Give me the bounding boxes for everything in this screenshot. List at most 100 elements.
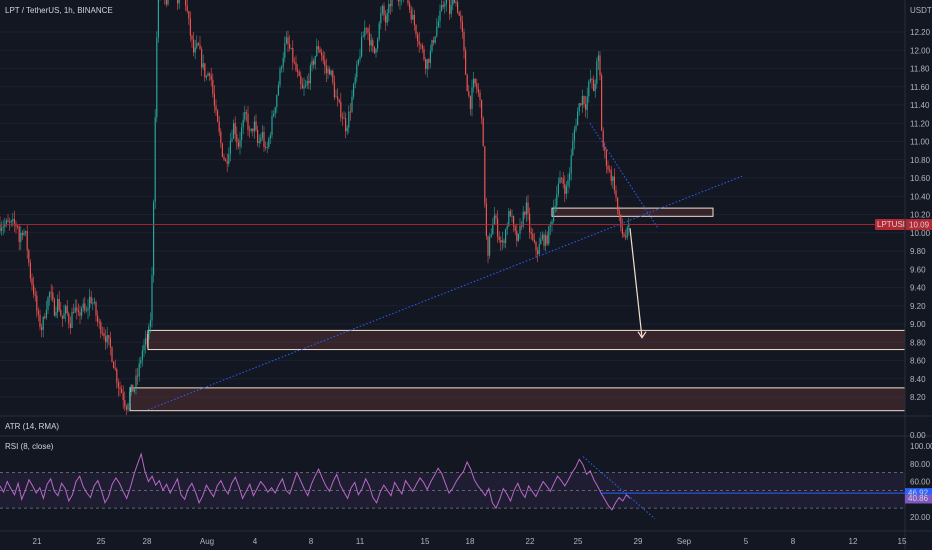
candle-body bbox=[148, 326, 150, 339]
candle-body bbox=[361, 37, 363, 57]
rsi-tick-label: 80.00 bbox=[910, 460, 931, 469]
candle-body bbox=[335, 96, 337, 98]
candle-body bbox=[485, 203, 487, 237]
rsi-second-value: 40.86 bbox=[908, 494, 929, 503]
rsi-value: 46.92 bbox=[908, 489, 929, 498]
candle-body bbox=[111, 347, 113, 362]
candle-body bbox=[28, 250, 30, 263]
price-tick-label: 8.40 bbox=[910, 375, 926, 384]
candle-body bbox=[213, 93, 215, 106]
candle-body bbox=[425, 59, 427, 69]
candle-body bbox=[554, 205, 556, 209]
candle-body bbox=[441, 4, 443, 11]
price-axis[interactable]: 12.20 12.00 11.80 11.60 11.40 11.20 11.00 10.80… bbox=[910, 28, 931, 402]
candle-body bbox=[53, 299, 55, 316]
candle-body bbox=[292, 48, 294, 63]
candle-body bbox=[556, 194, 558, 206]
candle-body bbox=[599, 55, 601, 76]
candle-body bbox=[525, 202, 527, 215]
rsi-indicator-label[interactable]: RSI (8, close) bbox=[5, 442, 54, 451]
candle-body bbox=[23, 232, 25, 235]
candle-body bbox=[252, 128, 254, 132]
candle-body bbox=[226, 161, 228, 164]
candle-body bbox=[287, 37, 289, 45]
candle-body bbox=[604, 147, 606, 151]
support-zone[interactable] bbox=[129, 387, 906, 412]
candle-body bbox=[45, 309, 47, 318]
candle-body bbox=[233, 123, 235, 139]
time-tick-label: 8 bbox=[309, 537, 314, 546]
candle-body bbox=[594, 83, 596, 92]
candle-body bbox=[306, 80, 308, 85]
candle-body bbox=[7, 220, 9, 222]
support-zone[interactable] bbox=[147, 329, 906, 351]
trendline[interactable] bbox=[147, 175, 743, 411]
candle-body bbox=[119, 387, 121, 389]
candle-body bbox=[351, 96, 353, 112]
time-axis[interactable]: 21 25 28 Aug 4 8 11 15 18 22 25 29 Sep 5 8 12 15 bbox=[33, 537, 907, 546]
candle-body bbox=[221, 143, 223, 157]
candle-body bbox=[122, 392, 124, 400]
projection-arrow[interactable] bbox=[629, 228, 643, 338]
candle-body bbox=[543, 234, 545, 246]
candle-body bbox=[538, 244, 540, 255]
candle-body bbox=[311, 60, 313, 66]
candle-body bbox=[505, 229, 507, 244]
candle-body bbox=[490, 234, 492, 238]
candle-body bbox=[97, 315, 99, 322]
candle-body bbox=[293, 62, 295, 64]
time-tick-label: 12 bbox=[849, 537, 858, 546]
candle-body bbox=[44, 316, 46, 318]
candle-body bbox=[204, 63, 206, 78]
candle-body bbox=[178, 0, 180, 4]
support-zone[interactable] bbox=[551, 207, 714, 217]
candle-body bbox=[540, 239, 542, 245]
candle-body bbox=[533, 239, 535, 243]
time-tick-label: 8 bbox=[791, 537, 796, 546]
candle-body bbox=[263, 132, 265, 147]
candle-body bbox=[47, 297, 49, 310]
candle-body bbox=[36, 295, 38, 312]
atr-axis-zero: 0.00 bbox=[910, 431, 926, 440]
candle-body bbox=[18, 226, 20, 242]
candle-body bbox=[511, 216, 513, 217]
candle-body bbox=[77, 310, 79, 313]
candle-body bbox=[13, 219, 15, 224]
candle-body bbox=[290, 48, 292, 49]
atr-indicator-label[interactable]: ATR (14, RMA) bbox=[5, 422, 59, 431]
candle-body bbox=[69, 323, 71, 328]
candle-body bbox=[305, 84, 307, 87]
candle-body bbox=[108, 335, 110, 339]
candle-body bbox=[605, 150, 607, 166]
candle-body bbox=[489, 237, 491, 256]
arrow-head bbox=[637, 331, 647, 339]
candle-body bbox=[341, 117, 343, 119]
candle-body bbox=[132, 384, 134, 392]
candle-body bbox=[103, 333, 105, 337]
time-tick-label: 15 bbox=[898, 537, 907, 546]
candle-body bbox=[453, 0, 455, 4]
candle-body bbox=[553, 208, 555, 222]
candle-body bbox=[277, 85, 279, 96]
time-tick-label: 25 bbox=[574, 537, 583, 546]
candle-body bbox=[487, 236, 489, 256]
candle-body bbox=[565, 185, 567, 194]
price-tick-label: 11.20 bbox=[910, 119, 930, 128]
candle-body bbox=[389, 4, 391, 7]
candle-body bbox=[463, 31, 465, 51]
price-tick-label: 8.80 bbox=[910, 338, 926, 347]
candle-body bbox=[87, 308, 89, 311]
candle-body bbox=[29, 262, 31, 279]
candle-body bbox=[625, 236, 627, 238]
candle-body bbox=[209, 73, 211, 76]
candle-body bbox=[397, 0, 399, 2]
candle-body bbox=[309, 65, 311, 84]
candle-body bbox=[434, 36, 436, 43]
candle-body bbox=[223, 156, 225, 160]
candle-body bbox=[151, 275, 153, 321]
candle-body bbox=[186, 5, 188, 12]
candle-body bbox=[250, 128, 252, 131]
candle-body bbox=[545, 235, 547, 246]
candle-body bbox=[135, 375, 137, 388]
rsi-value-tag bbox=[905, 488, 932, 499]
